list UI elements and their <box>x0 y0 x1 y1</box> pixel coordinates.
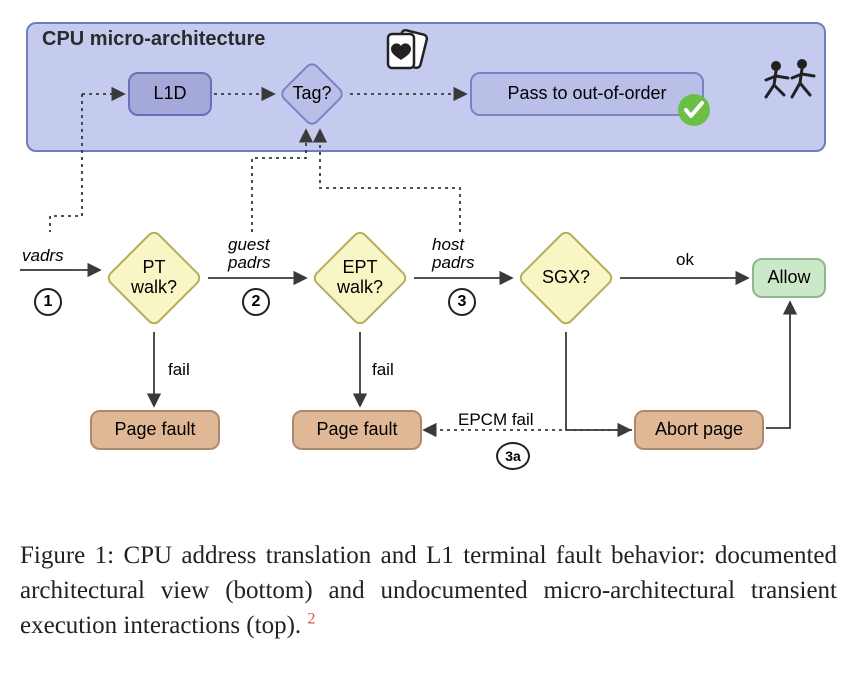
marker-3a-label: 3a <box>505 448 521 464</box>
l1d-box: L1D <box>128 72 212 116</box>
ept-walk-diamond: EPT walk? <box>310 228 410 328</box>
page-fault-2: Page fault <box>292 410 422 450</box>
cards-icon <box>380 28 434 79</box>
pass-ooo-box: Pass to out-of-order <box>470 72 704 116</box>
caption-text: CPU address translation and L1 terminal … <box>20 542 837 639</box>
sgx-diamond: SGX? <box>516 228 616 328</box>
host-padrs-label: host padrs <box>432 236 475 272</box>
tag-label: Tag? <box>292 84 331 104</box>
ept-walk-label: EPT walk? <box>337 258 383 298</box>
pass-ooo-label: Pass to out-of-order <box>507 84 666 104</box>
pt-walk-diamond: PT walk? <box>104 228 204 328</box>
pt-walk-label: PT walk? <box>131 258 177 298</box>
marker-2-label: 2 <box>252 293 261 311</box>
marker-2: 2 <box>242 288 270 316</box>
marker-1-label: 1 <box>44 293 53 311</box>
abort-page-box: Abort page <box>634 410 764 450</box>
marker-3: 3 <box>448 288 476 316</box>
micro-arch-title: CPU micro-architecture <box>42 28 265 51</box>
marker-3a: 3a <box>496 442 530 470</box>
fail-2-label: fail <box>372 360 394 380</box>
figure-caption: Figure 1: CPU address translation and L1… <box>20 538 837 643</box>
page-fault-1: Page fault <box>90 410 220 450</box>
ok-label: ok <box>676 250 694 270</box>
caption-footnote: 2 <box>307 611 315 628</box>
abort-page-label: Abort page <box>655 420 743 440</box>
caption-prefix: Figure 1: <box>20 542 123 569</box>
guest-padrs-label: guest padrs <box>228 236 271 272</box>
vadrs-label: vadrs <box>22 246 64 266</box>
l1d-label: L1D <box>153 84 186 104</box>
tag-diamond: Tag? <box>278 60 346 128</box>
allow-label: Allow <box>767 268 810 288</box>
sgx-label: SGX? <box>542 268 590 288</box>
allow-box: Allow <box>752 258 826 298</box>
check-badge-icon <box>676 92 712 133</box>
fail-1-label: fail <box>168 360 190 380</box>
epcm-fail-label: EPCM fail <box>458 410 534 430</box>
marker-1: 1 <box>34 288 62 316</box>
page-fault-1-label: Page fault <box>114 420 195 440</box>
runners-icon <box>756 54 826 129</box>
page-fault-2-label: Page fault <box>316 420 397 440</box>
marker-3-label: 3 <box>458 293 467 311</box>
diagram-canvas: CPU micro-architecture L1D Tag? Pass to … <box>20 18 837 498</box>
